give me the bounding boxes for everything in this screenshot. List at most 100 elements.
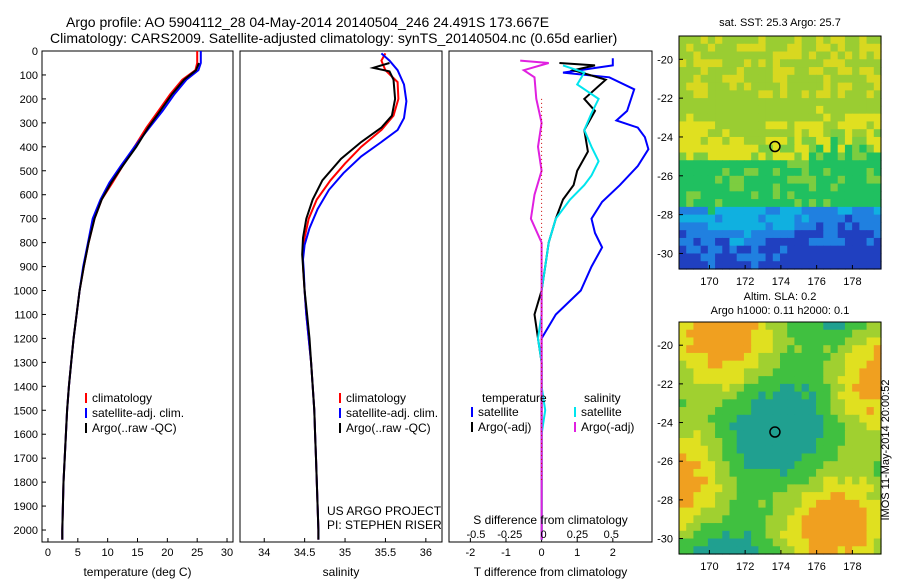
heatmap-cell [852, 368, 860, 377]
heatmap-cell [873, 160, 882, 169]
heatmap-cell [787, 199, 796, 208]
heatmap-cell [715, 468, 723, 478]
heatmap-cell [693, 253, 702, 262]
heatmap-cell [736, 105, 745, 115]
heatmap-cell [736, 345, 745, 354]
heatmap-cell [700, 175, 709, 185]
y-tick-label: -24 [657, 418, 673, 430]
heatmap-cell [679, 230, 687, 239]
heatmap-cell [715, 36, 723, 45]
heatmap-cell [859, 206, 868, 216]
heatmap-cell [743, 113, 752, 123]
heatmap-cell [852, 237, 860, 247]
heatmap-cell [751, 360, 759, 369]
heatmap-cell [844, 368, 853, 377]
heatmap-cell [772, 414, 781, 424]
heatmap-cell [873, 337, 882, 346]
heatmap-cell [794, 438, 803, 447]
heatmap-cell [787, 113, 796, 123]
heatmap-cell [772, 368, 781, 377]
heatmap-cell [823, 499, 832, 509]
heatmap-cell [707, 183, 716, 192]
x-tick-label: 176 [807, 276, 825, 288]
heatmap-cell [866, 51, 875, 60]
heatmap-cell [693, 121, 702, 130]
heatmap-cell [707, 67, 716, 76]
heatmap-cell [816, 129, 824, 138]
heatmap-cell [700, 345, 709, 354]
heatmap-cell [743, 214, 752, 223]
heatmap-cell [852, 538, 860, 547]
heatmap-cell [780, 422, 788, 431]
heatmap-cell [729, 515, 738, 524]
heatmap-cell [758, 453, 767, 462]
heatmap-cell [715, 322, 723, 331]
heatmap-cell [844, 383, 853, 393]
heatmap-cell [801, 183, 810, 192]
heatmap-cell [866, 36, 875, 45]
heatmap-cell [722, 160, 731, 169]
x-tick-label: 178 [843, 561, 861, 573]
heatmap-cell [816, 168, 824, 177]
x-tick-label: 2 [610, 547, 616, 559]
heatmap-cell [859, 237, 868, 247]
heatmap-cell [830, 337, 839, 346]
heatmap-cell [751, 468, 759, 478]
heatmap-cell [743, 468, 752, 478]
heatmap-cell [794, 67, 803, 76]
heatmap-cell [736, 368, 745, 377]
heatmap-cell [743, 538, 752, 547]
heatmap-cell [729, 136, 738, 146]
heatmap-cell [700, 183, 709, 192]
heatmap-cell [801, 329, 810, 339]
heatmap-cell [808, 399, 817, 408]
heatmap-cell [772, 199, 781, 208]
heatmap-cell [686, 492, 695, 501]
heatmap-cell [729, 345, 738, 354]
heatmap-cell [686, 98, 695, 107]
heatmap-cell [837, 468, 846, 478]
x-tick-label: 10 [102, 547, 114, 559]
series-line [520, 59, 549, 540]
heatmap-cell [707, 136, 716, 146]
heatmap-cell [823, 391, 832, 400]
heatmap-cell [765, 337, 774, 346]
y-tick-label: 1800 [14, 477, 38, 489]
heatmap-cell [736, 113, 745, 123]
x-tick-label: 35 [339, 547, 351, 559]
heatmap-cell [801, 136, 810, 146]
heatmap-cell [736, 129, 745, 138]
heatmap-cell [866, 144, 875, 154]
heatmap-cell [844, 191, 853, 200]
heatmap-cell [758, 383, 767, 393]
heatmap-cell [873, 407, 882, 416]
heatmap-cell [722, 98, 731, 107]
heatmap-cell [801, 484, 810, 493]
heatmap-cell [715, 546, 723, 555]
heatmap-cell [765, 222, 774, 231]
heatmap-cell [844, 183, 853, 192]
heatmap-cell [765, 136, 774, 146]
heatmap-cell [736, 98, 745, 107]
heatmap-cell [844, 59, 853, 68]
heatmap-cell [765, 352, 774, 362]
heatmap-cell [780, 237, 788, 247]
heatmap-cell [715, 222, 723, 231]
heatmap-cell [794, 175, 803, 185]
heatmap-cell [707, 368, 716, 377]
heatmap-cell [866, 468, 875, 478]
heatmap-cell [751, 407, 759, 416]
heatmap-cell [780, 144, 788, 154]
heatmap-cell [686, 461, 695, 470]
heatmap-cell [743, 245, 752, 255]
heatmap-cell [679, 461, 687, 470]
heatmap-cell [743, 345, 752, 354]
heatmap-cell [808, 160, 817, 169]
heatmap-cell [729, 113, 738, 123]
heatmap-cell [722, 499, 731, 509]
heatmap-cell [801, 36, 810, 45]
y-tick-label: 0 [32, 46, 38, 58]
heatmap-cell [758, 245, 767, 255]
heatmap-cell [852, 546, 860, 555]
heatmap-cell [844, 261, 853, 270]
